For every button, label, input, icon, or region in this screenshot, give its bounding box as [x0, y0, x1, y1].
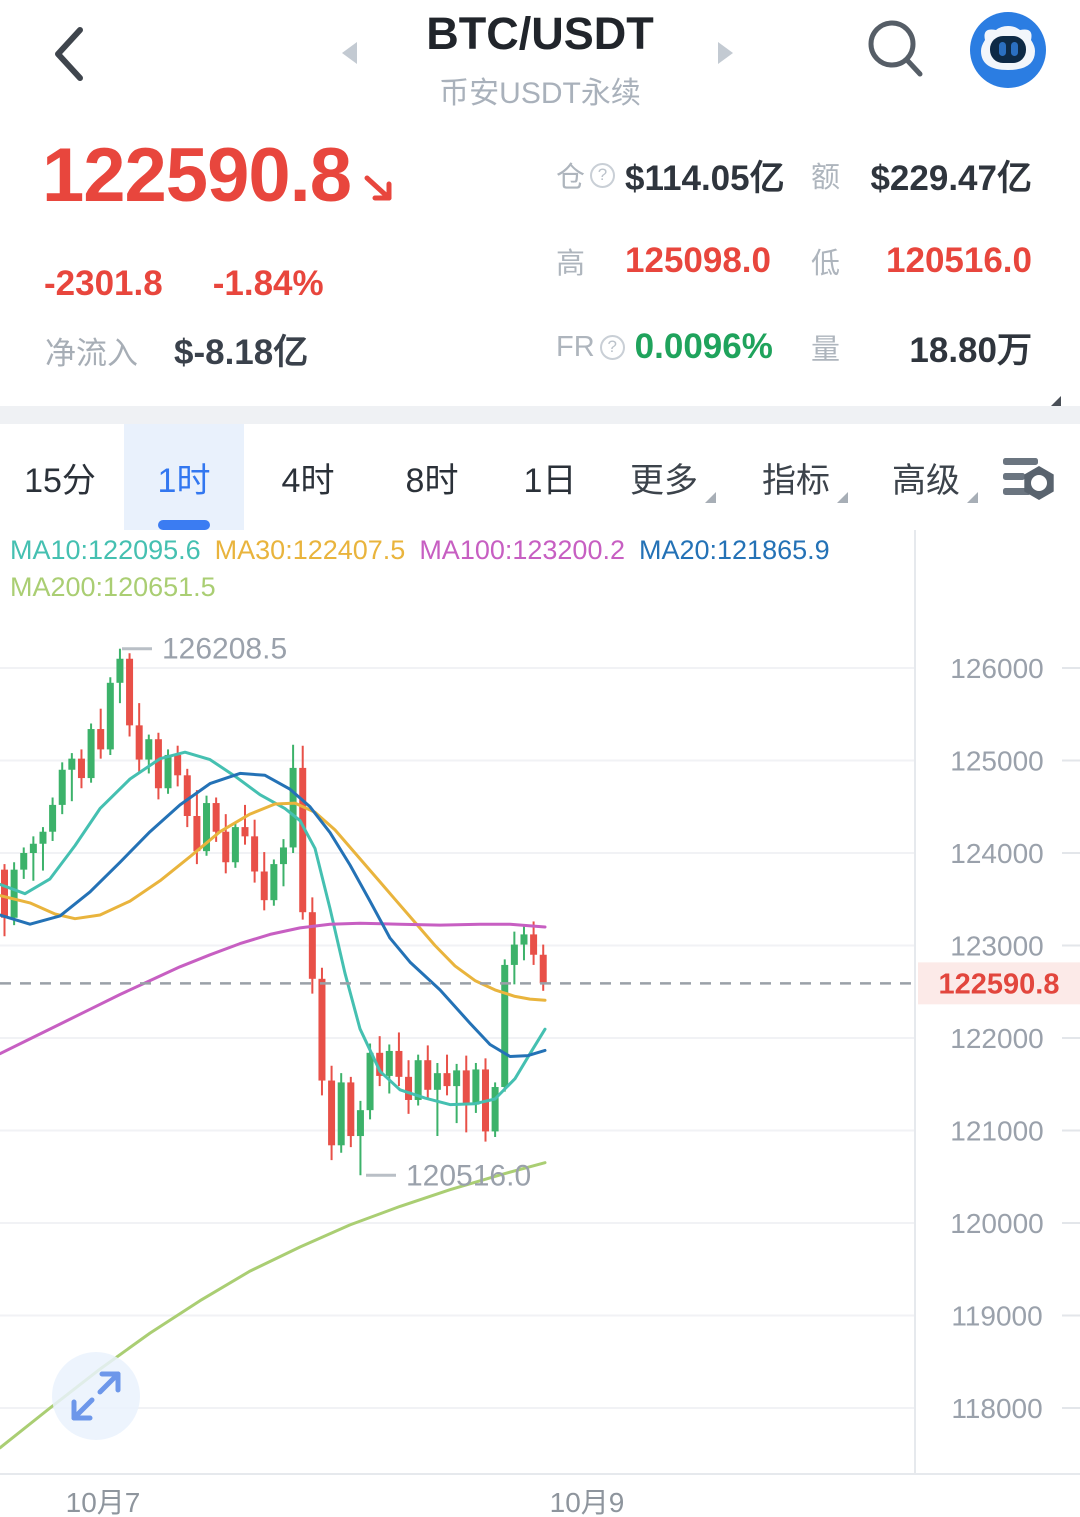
ma-legend-item: MA30:122407.5 — [214, 535, 406, 565]
x-axis-date-label: 10月7 — [65, 1487, 141, 1517]
open-interest-value: $114.05亿 — [625, 158, 785, 198]
search-icon[interactable] — [862, 16, 930, 84]
help-icon[interactable]: ? — [599, 334, 625, 360]
ma-legend-item: MA200:120651.5 — [10, 572, 216, 602]
symbol-title-block: BTC/USDT 币安USDT永续 — [0, 0, 1080, 112]
ma-legend: MA10:122095.6 MA30:122407.5 MA100:123200.2… — [10, 532, 910, 606]
open-interest-label: 仓 — [556, 162, 586, 194]
more-menu[interactable]: 更多 — [630, 424, 716, 530]
tab-8hour[interactable]: 8时 — [405, 461, 459, 500]
x-axis-labels: 10月7 10月9 — [0, 1475, 1080, 1517]
svg-text:126000: 126000 — [950, 653, 1043, 684]
quote-section: 122590.8 -2301.8 -1.84% 净流入 $-8.18亿 仓 ? $… — [0, 120, 1080, 413]
candlestick-chart[interactable]: 126000 125000 124000 123000 122000 121000 1200… — [0, 530, 1080, 1475]
funding-rate-label: FR — [556, 330, 595, 363]
ma-legend-item: MA100:123200.2 — [419, 535, 625, 565]
low-label: 低 — [810, 248, 840, 280]
svg-text:123000: 123000 — [950, 931, 1043, 962]
svg-text:122590.8: 122590.8 — [939, 968, 1060, 1000]
low-value: 120516.0 — [886, 241, 1032, 280]
svg-text:125000: 125000 — [950, 746, 1043, 777]
svg-text:121000: 121000 — [950, 1116, 1043, 1147]
netflow-value: $-8.18亿 — [174, 333, 309, 372]
contract-subtitle: 币安USDT永续 — [439, 77, 641, 110]
high-label: 高 — [556, 248, 586, 280]
price-change: -2301.8 — [44, 264, 163, 303]
advanced-menu-label: 高级 — [892, 461, 960, 500]
x-axis-date-label: 10月9 — [549, 1487, 625, 1517]
chevron-down-icon — [967, 492, 978, 503]
stat-row-fr-volume: FR ? 0.0096% 量 18.80万 — [556, 322, 1032, 372]
more-menu-label: 更多 — [630, 461, 698, 500]
svg-text:122000: 122000 — [950, 1023, 1043, 1054]
volume-value: 18.80万 — [909, 330, 1032, 370]
expand-chart-icon[interactable] — [46, 1346, 146, 1446]
svg-text:120000: 120000 — [950, 1208, 1043, 1239]
svg-text:119000: 119000 — [951, 1301, 1042, 1332]
svg-text:126208.5: 126208.5 — [162, 633, 287, 666]
stat-row-high-low: 高 ? 125098.0 低 120516.0 — [556, 236, 1032, 286]
back-icon[interactable] — [48, 22, 92, 86]
netflow-row: 净流入 $-8.18亿 — [45, 324, 308, 375]
ma-legend-item: MA20:121865.9 — [638, 535, 830, 565]
mascot-avatar-icon[interactable] — [968, 10, 1048, 90]
header: BTC/USDT 币安USDT永续 — [0, 0, 1080, 120]
svg-text:118000: 118000 — [951, 1393, 1042, 1424]
tab-1hour-selected[interactable]: 1时 — [124, 424, 244, 530]
tab-1day[interactable]: 1日 — [523, 461, 577, 500]
chevron-down-icon — [705, 492, 716, 503]
stat-row-oi-turnover: 仓 ? $114.05亿 额 $229.47亿 — [556, 150, 1032, 200]
funding-rate-value: 0.0096% — [634, 327, 773, 366]
indicator-menu-label: 指标 — [762, 461, 830, 500]
chart-area: 126000 125000 124000 123000 122000 121000 1200… — [0, 530, 1080, 1475]
high-value: 125098.0 — [625, 241, 771, 280]
stats-panel: 仓 ? $114.05亿 额 $229.47亿 高 ? 125098.0 低 1… — [556, 150, 1061, 413]
svg-text:120516.0: 120516.0 — [406, 1159, 531, 1192]
prev-symbol-icon[interactable] — [342, 42, 357, 64]
last-price: 122590.8 — [42, 133, 352, 218]
tab-4hour[interactable]: 4时 — [281, 461, 335, 500]
svg-text:124000: 124000 — [950, 838, 1043, 869]
help-icon[interactable]: ? — [590, 162, 616, 188]
advanced-menu[interactable]: 高级 — [892, 424, 978, 530]
ma-legend-item: MA10:122095.6 — [10, 535, 201, 565]
section-divider — [0, 406, 1080, 424]
chart-settings-icon[interactable] — [1000, 424, 1058, 530]
price-down-arrow-icon — [364, 175, 392, 201]
tab-15min[interactable]: 15分 — [24, 461, 96, 500]
price-change-row: -2301.8 -1.84% — [44, 264, 374, 304]
indicator-menu[interactable]: 指标 — [762, 424, 848, 530]
volume-label: 量 — [810, 334, 840, 366]
interval-tabbar: 15分 1时 4时 8时 1日 更多 指标 高级 — [0, 424, 1080, 530]
turnover-label: 额 — [810, 162, 840, 194]
chevron-down-icon — [837, 492, 848, 503]
netflow-label: 净流入 — [45, 336, 138, 371]
page-title: BTC/USDT — [426, 8, 654, 59]
price-change-pct: -1.84% — [212, 264, 324, 303]
turnover-value: $229.47亿 — [870, 158, 1032, 198]
next-symbol-icon[interactable] — [718, 42, 733, 64]
